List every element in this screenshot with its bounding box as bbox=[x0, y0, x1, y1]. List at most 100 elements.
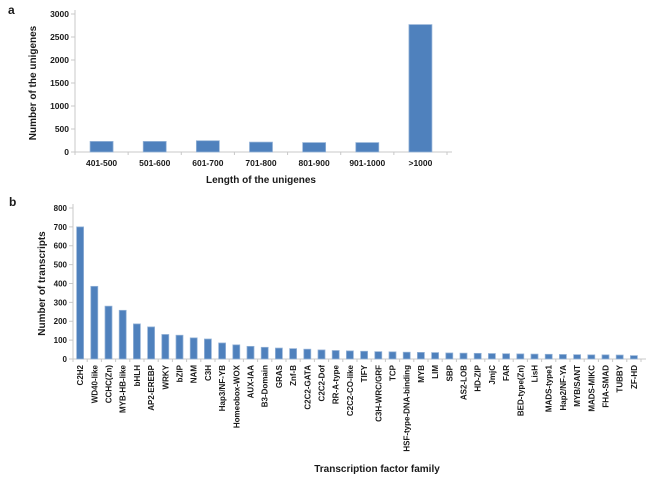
unigene-length-chart: 0 500 1000 1500 2000 2500 3000 401-500 501-600 60… bbox=[28, 9, 452, 186]
x-tick-label: LisH bbox=[531, 365, 540, 383]
x-tick-label: bZIP bbox=[176, 364, 185, 382]
x-tick-label: TIFY bbox=[360, 364, 369, 382]
bar-AUX-IAA bbox=[246, 345, 255, 360]
bar-MYB bbox=[417, 352, 425, 360]
bar-bZIP bbox=[175, 334, 184, 360]
x-tick-label: AUX-IAA bbox=[247, 365, 256, 399]
bar-C3H bbox=[204, 338, 212, 360]
x-tick-label: C2C2-GATA bbox=[303, 365, 312, 410]
x-tick-label: C2C2-CO-like bbox=[346, 364, 355, 416]
bar-CCHC(Zn) bbox=[104, 305, 113, 360]
bar-C2C2-GATA bbox=[303, 348, 312, 360]
x-tick-label: Homeobox-WOX bbox=[232, 364, 241, 428]
x-axis-title: Length of the unigenes bbox=[206, 175, 316, 186]
x-tick-label: AS2-LOB bbox=[460, 365, 469, 400]
y-tick-label: 500 bbox=[54, 261, 68, 270]
x-tick-label: MYB-HB-like bbox=[119, 364, 128, 413]
y-tick-label: 800 bbox=[54, 204, 68, 213]
y-tick-label: 0 bbox=[63, 355, 68, 364]
x-tick-label: NAM bbox=[190, 365, 199, 384]
bar-C2C2-Dof bbox=[317, 349, 326, 360]
x-tick-label: WD40-like bbox=[90, 364, 99, 403]
bar-JmjC bbox=[488, 353, 496, 360]
y-tick-label: 0 bbox=[64, 147, 69, 157]
x-tick-label: 401-500 bbox=[86, 158, 117, 168]
x-tick-label: RR-A-type bbox=[332, 364, 341, 404]
bar-601-700 bbox=[195, 140, 220, 153]
x-tick-label: BED-type(Zn) bbox=[516, 365, 525, 416]
bar-701-800 bbox=[249, 141, 273, 153]
y-tick-label: 1000 bbox=[50, 101, 69, 111]
x-tick-label: HD-ZIP bbox=[474, 364, 483, 391]
x-tick-label: MADS-MIKC bbox=[587, 365, 596, 412]
x-tick-label: WRKY bbox=[161, 364, 170, 389]
bar-TUBBY bbox=[615, 354, 624, 360]
bar-C3H-WRC/GRF bbox=[374, 351, 383, 360]
x-tick-label: 501-600 bbox=[139, 158, 170, 168]
x-tick-label: TCP bbox=[389, 364, 398, 381]
bar-TCP bbox=[388, 351, 397, 360]
y-tick-label: 100 bbox=[54, 336, 68, 345]
bar-LIM bbox=[431, 352, 439, 360]
x-tick-label: >1000 bbox=[408, 158, 432, 168]
bar-BED-type(Zn) bbox=[516, 353, 525, 360]
y-tick-label: 3000 bbox=[50, 9, 69, 19]
bar-GRAS bbox=[275, 347, 283, 360]
bar-AS2-LOB bbox=[459, 352, 468, 360]
bar-MADS-MIKC bbox=[587, 354, 596, 360]
y-tick-label: 200 bbox=[54, 317, 68, 326]
y-tick-label: 2000 bbox=[50, 55, 69, 65]
bar-Hap3/NF-YB bbox=[218, 342, 226, 360]
y-axis-title: Number of transcripts bbox=[37, 231, 48, 336]
x-tick-label: HSF-type-DNA-binding bbox=[403, 365, 412, 452]
bar-401-500 bbox=[89, 141, 114, 153]
x-tick-label: C3H-WRC/GRF bbox=[374, 365, 383, 422]
bar->1000 bbox=[408, 24, 433, 153]
bar-FHA-SMAD bbox=[601, 354, 610, 360]
y-tick-label: 400 bbox=[54, 279, 68, 288]
bar-HSF-type-DNA-binding bbox=[402, 351, 411, 360]
x-tick-label: bHLH bbox=[133, 365, 142, 387]
bar-C2C2-CO-like bbox=[346, 350, 354, 360]
bar-HD-ZIP bbox=[473, 352, 482, 360]
bar-MYB/SANT bbox=[573, 354, 581, 360]
bar-FAR bbox=[502, 353, 510, 360]
x-tick-label: CCHC(Zn) bbox=[105, 365, 114, 404]
x-tick-label: Hap2/NF-YA bbox=[559, 365, 568, 411]
bar-TIFY bbox=[360, 350, 368, 360]
bar-NAM bbox=[189, 337, 198, 360]
bar-C2H2 bbox=[76, 226, 84, 360]
x-tick-label: MYB/SANT bbox=[573, 365, 582, 407]
x-tick-label: 801-900 bbox=[299, 158, 330, 168]
x-tick-label: B3-Domain bbox=[261, 365, 270, 407]
y-tick-label: 300 bbox=[54, 298, 68, 307]
bar-MYB-HB-like bbox=[118, 309, 127, 360]
bar-Znf-B bbox=[289, 348, 297, 360]
x-tick-label: FAR bbox=[502, 365, 511, 381]
bar-AP2-EREBP bbox=[147, 326, 155, 360]
panel-b-label: b bbox=[9, 195, 17, 209]
x-tick-label: GRAS bbox=[275, 364, 284, 388]
x-tick-label: C2H2 bbox=[76, 364, 85, 385]
x-axis-title: Transcription factor family bbox=[314, 464, 440, 475]
x-tick-label: Hap3/NF-YB bbox=[218, 365, 227, 411]
bar-bHLH bbox=[133, 323, 141, 360]
x-tick-label: 601-700 bbox=[192, 158, 223, 168]
bar-WD40-like bbox=[90, 285, 99, 360]
x-tick-label: C3H bbox=[204, 365, 213, 381]
tf-family-chart: 0 100 200 300 400 500 600 700 800 C2H2 WD40-like CC… bbox=[37, 204, 646, 475]
x-tick-label: ZF-HD bbox=[630, 365, 639, 389]
x-tick-label: AP2-EREBP bbox=[147, 364, 156, 410]
bar-RR-A-type bbox=[331, 350, 340, 360]
x-tick-label: SBP bbox=[445, 364, 454, 381]
bar-SBP bbox=[445, 352, 454, 360]
x-tick-label: MADS-type1 bbox=[545, 364, 554, 412]
bar-801-900 bbox=[302, 142, 327, 153]
x-tick-label: MYB bbox=[417, 365, 426, 383]
bar-LisH bbox=[530, 353, 539, 360]
y-tick-label: 1500 bbox=[50, 78, 69, 88]
x-tick-label: FHA-SMAD bbox=[602, 365, 611, 408]
x-tick-label: 901-1000 bbox=[349, 158, 385, 168]
y-tick-label: 600 bbox=[54, 242, 68, 251]
